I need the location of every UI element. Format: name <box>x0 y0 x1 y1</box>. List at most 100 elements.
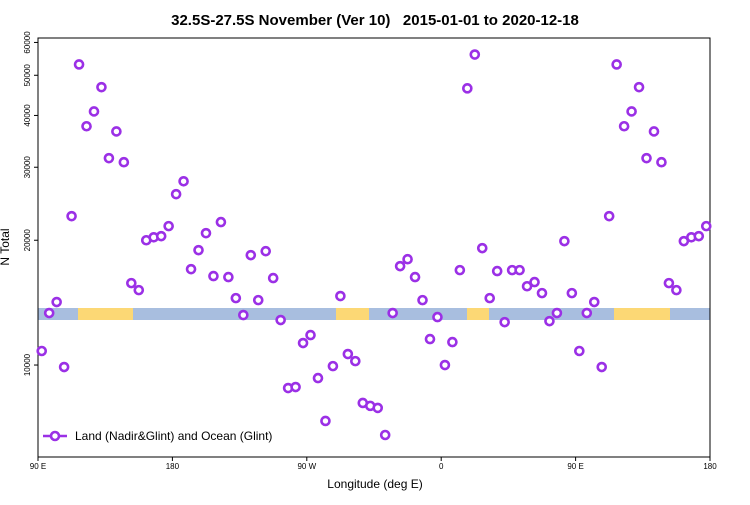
point <box>320 415 331 427</box>
point <box>663 277 675 289</box>
point <box>73 59 85 70</box>
point <box>574 345 585 357</box>
x-tick-label: 90 W <box>297 462 316 471</box>
point <box>66 210 77 222</box>
point <box>641 152 652 164</box>
point <box>96 81 107 93</box>
point <box>297 337 309 349</box>
point <box>245 249 257 261</box>
point <box>596 361 608 373</box>
point <box>671 284 682 296</box>
point <box>58 361 70 373</box>
point <box>424 333 436 345</box>
point <box>514 264 525 276</box>
point <box>581 307 593 319</box>
point <box>633 81 645 93</box>
point <box>215 216 227 228</box>
point <box>230 292 242 304</box>
y-axis-label: N Total <box>0 228 12 265</box>
y-tick-label: 10000 <box>23 353 32 376</box>
point <box>536 287 548 299</box>
point <box>126 277 137 289</box>
x-axis-label: Longitude (deg E) <box>327 477 422 491</box>
point <box>417 294 428 306</box>
point <box>648 126 660 137</box>
point <box>656 156 667 168</box>
x-tick-label: 90 E <box>30 462 46 471</box>
point <box>118 156 130 168</box>
plot-frame <box>37 37 711 458</box>
point <box>402 253 413 265</box>
point <box>36 345 48 357</box>
legend-marker <box>49 430 61 442</box>
point <box>342 348 354 360</box>
point <box>484 292 496 304</box>
land-ocean-strip <box>38 308 710 320</box>
point <box>163 220 174 232</box>
point <box>193 244 204 256</box>
point <box>185 263 197 275</box>
point <box>566 287 578 299</box>
point <box>350 355 361 367</box>
point <box>603 210 615 222</box>
ocean-strip <box>38 308 710 320</box>
x-tick-label: 180 <box>703 462 717 471</box>
point <box>51 296 62 308</box>
point <box>170 188 182 200</box>
point <box>491 265 503 277</box>
point <box>476 242 488 254</box>
point <box>439 359 451 371</box>
land-segment <box>467 308 489 320</box>
point <box>387 307 398 319</box>
point <box>372 402 384 414</box>
point <box>618 120 630 132</box>
legend-label: Land (Nadir&Glint) and Ocean (Glint) <box>75 429 272 443</box>
point <box>260 245 272 257</box>
point <box>155 230 167 242</box>
point <box>208 270 219 282</box>
point <box>454 264 466 276</box>
point <box>551 307 563 319</box>
point <box>432 311 443 323</box>
point <box>275 314 286 326</box>
point <box>693 230 705 242</box>
point <box>611 59 622 70</box>
y-tick-label: 30000 <box>23 156 32 179</box>
y-tick-label: 50000 <box>23 64 32 87</box>
point <box>252 294 264 306</box>
point <box>409 271 421 283</box>
point <box>559 235 570 247</box>
x-tick-label: 90 E <box>567 462 583 471</box>
y-tick-label: 40000 <box>23 104 32 127</box>
point <box>626 106 637 117</box>
point <box>469 49 481 60</box>
point <box>499 316 510 328</box>
land-segment <box>336 308 369 320</box>
x-tick-label: 0 <box>439 462 444 471</box>
point <box>88 106 100 117</box>
land-segment <box>614 308 670 320</box>
point <box>305 329 316 341</box>
point <box>111 126 122 137</box>
point <box>544 315 555 327</box>
y-tick-label: 20000 <box>23 229 32 252</box>
point <box>267 272 279 284</box>
point <box>379 429 391 441</box>
point <box>521 280 533 292</box>
point <box>178 175 189 187</box>
point <box>103 152 115 164</box>
y-tick-label: 60000 <box>23 31 32 54</box>
series <box>36 49 712 441</box>
point <box>394 260 406 272</box>
point <box>529 276 540 288</box>
point <box>588 296 600 308</box>
point <box>447 336 458 348</box>
chart-title: 32.5S-27.5S November (Ver 10) 2015-01-01… <box>171 12 579 29</box>
point <box>81 120 92 132</box>
point <box>133 284 145 296</box>
point <box>700 220 712 232</box>
point <box>200 227 212 239</box>
point <box>238 309 249 321</box>
